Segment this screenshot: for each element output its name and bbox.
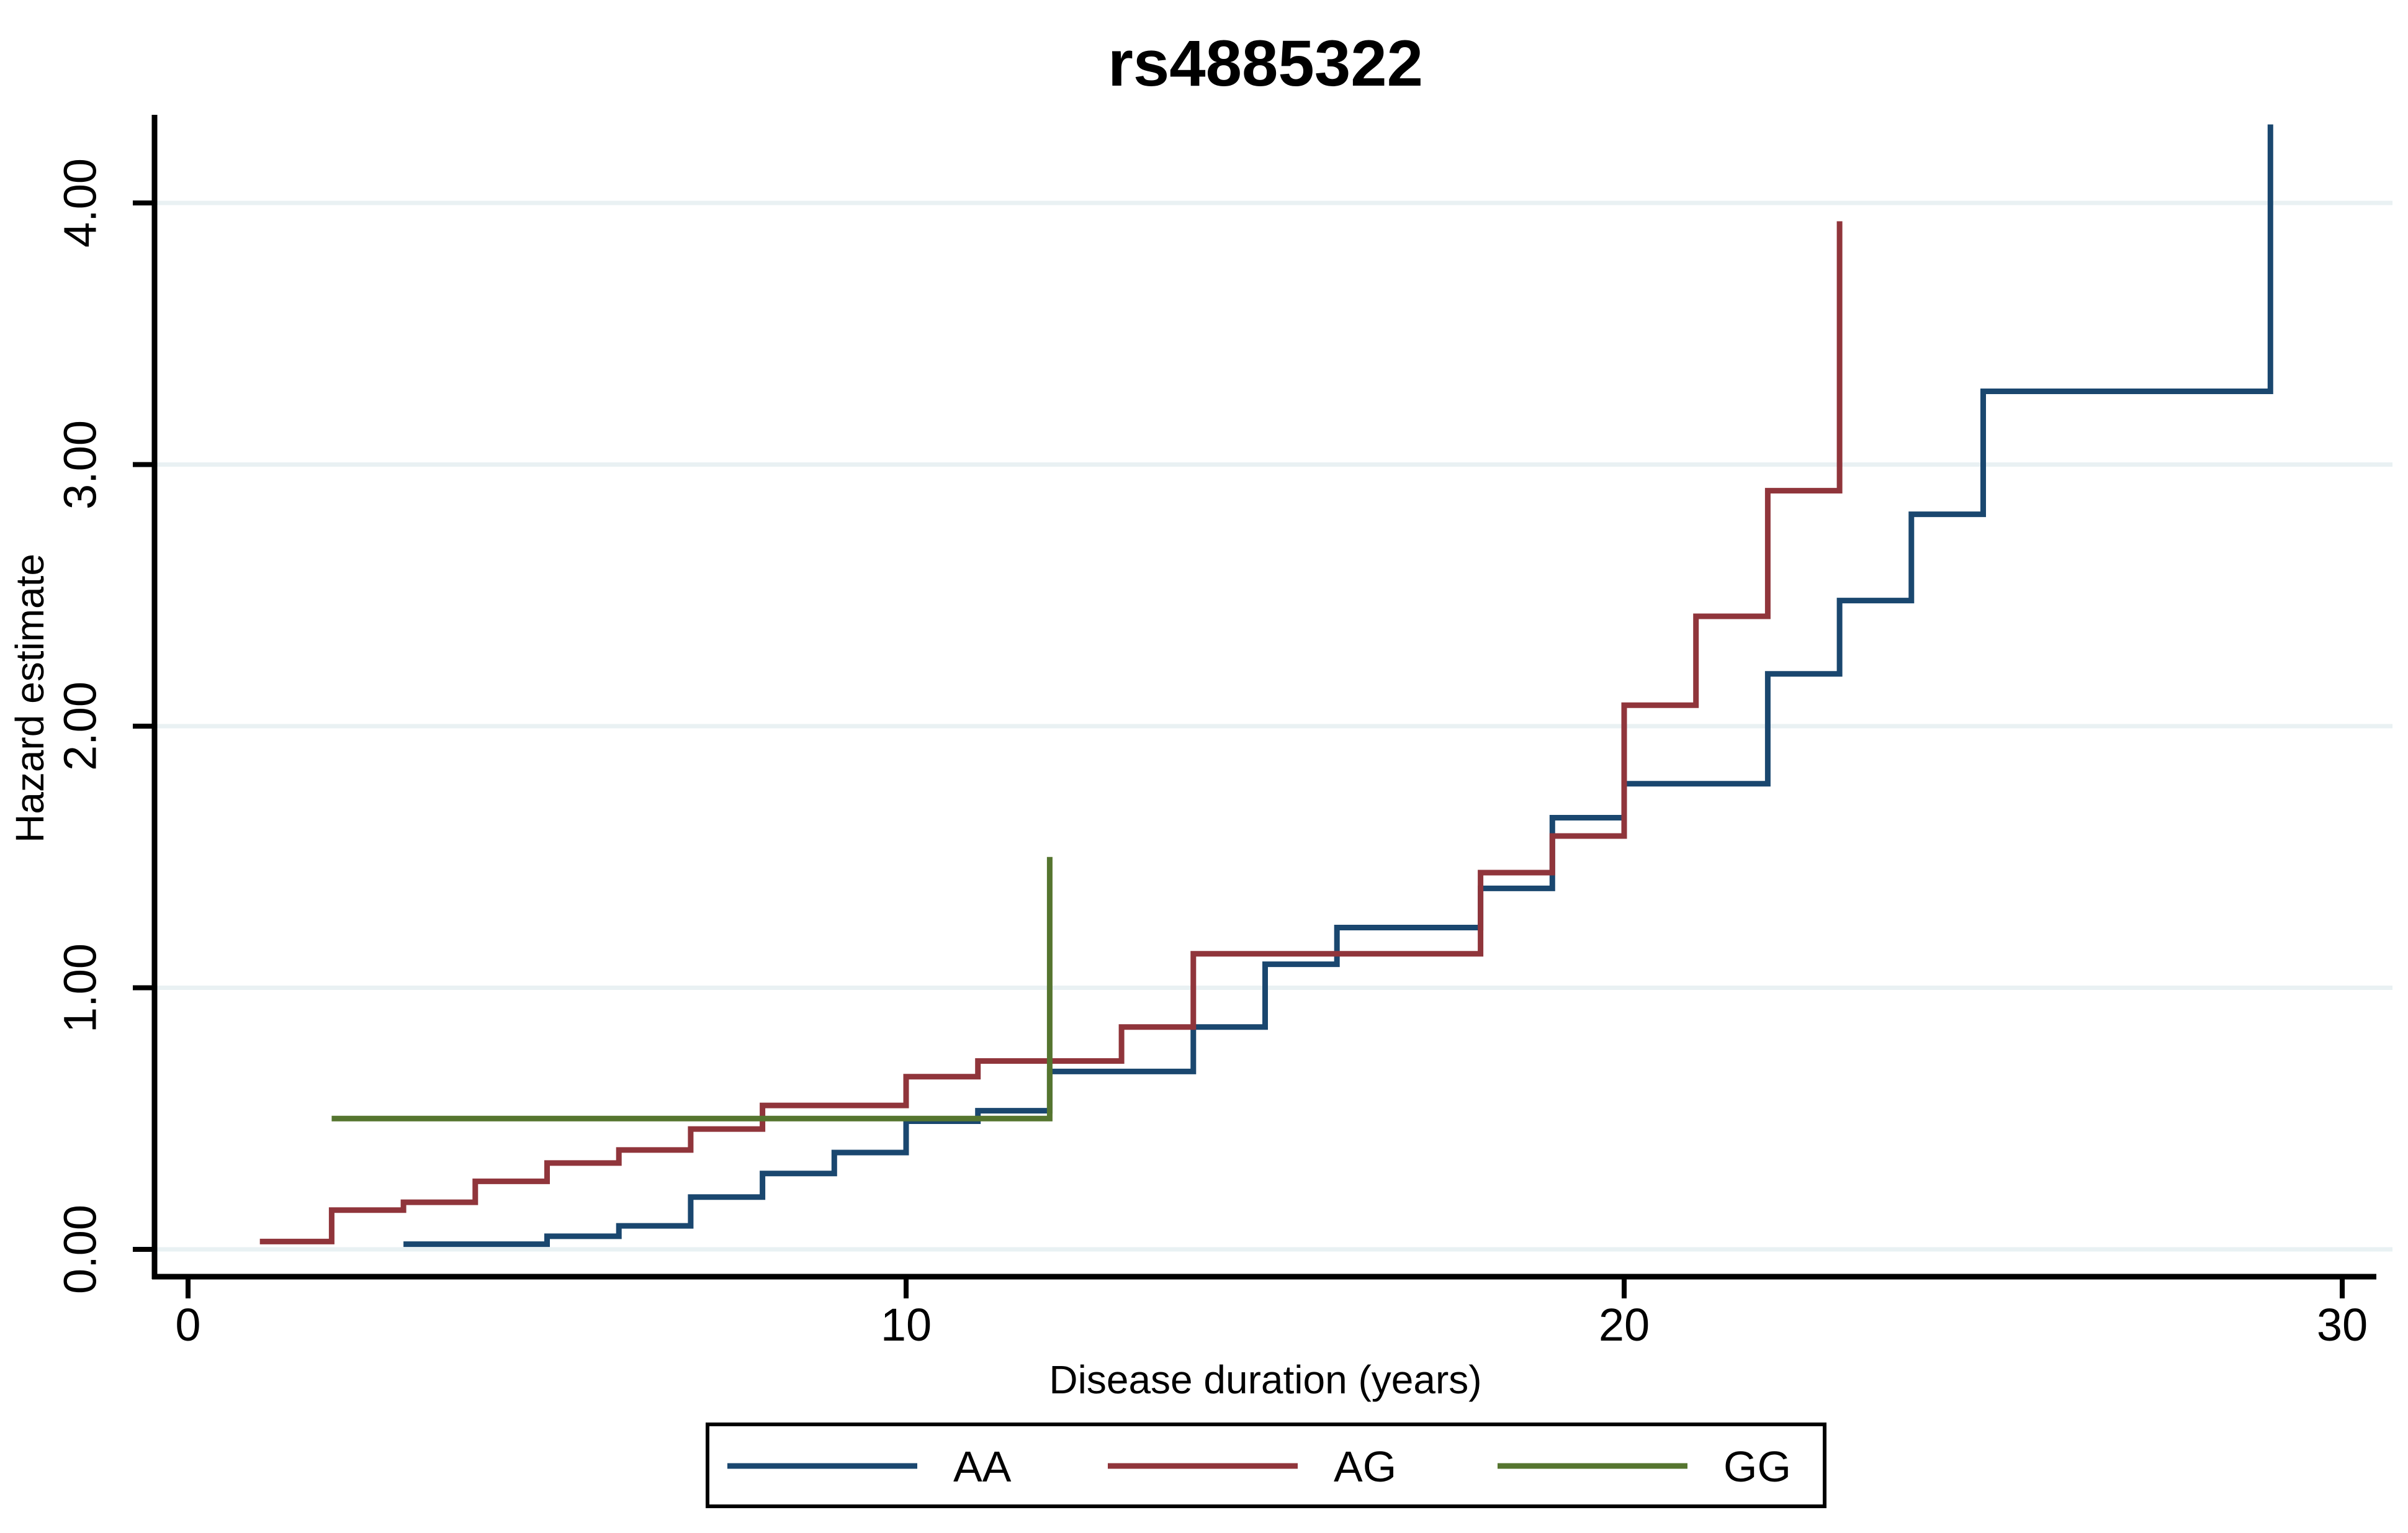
series-path-AG [259, 221, 1843, 1244]
x-tick-label-0: 0 [175, 1299, 200, 1351]
series-path-AA [403, 124, 2273, 1248]
y-tick-label-1: 1.00 [55, 943, 106, 1033]
legend-label-AG: AG [1334, 1442, 1396, 1491]
series-paths [259, 124, 2273, 1248]
page-title: rs4885322 [1108, 27, 1423, 100]
x-tick-label-10: 10 [881, 1299, 932, 1351]
y-tick-label-0: 0.00 [55, 1205, 106, 1294]
y-tick-label-4: 4.00 [55, 158, 106, 248]
series-path-GG [331, 856, 1053, 1122]
legend: AA AG GG [706, 1423, 1826, 1508]
x-axis-title: Disease duration (years) [1049, 1357, 1481, 1402]
y-axis-title: Hazard estimate [7, 554, 52, 843]
legend-label-AA: AA [953, 1442, 1012, 1491]
legend-label-GG: GG [1723, 1442, 1791, 1491]
x-tick-label-30: 30 [2317, 1299, 2368, 1351]
y-tick-label-3: 3.00 [55, 420, 106, 510]
tick-marks [133, 200, 2345, 1298]
x-tick-label-20: 20 [1599, 1299, 1650, 1351]
gridlines [155, 200, 2392, 1252]
y-tick-label-2: 2.00 [55, 681, 106, 771]
